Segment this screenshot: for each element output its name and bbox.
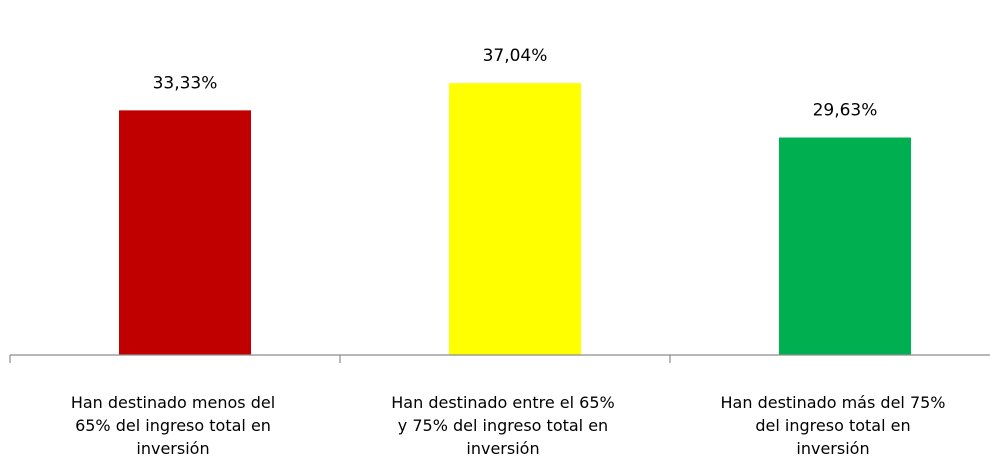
bars-group	[119, 83, 911, 355]
category-label: Han destinado más del 75%	[721, 393, 946, 412]
data-label: 33,33%	[153, 73, 218, 93]
bar	[449, 83, 581, 355]
bar	[119, 110, 251, 355]
category-label: del ingreso total en	[755, 416, 910, 435]
category-label: inversión	[466, 439, 539, 458]
bar	[779, 137, 911, 355]
category-label: Han destinado entre el 65%	[391, 393, 614, 412]
category-label: Han destinado menos del	[71, 393, 275, 412]
category-label: 65% del ingreso total en	[75, 416, 271, 435]
labels-group: 33,33% Han destinado menos del 65% del ing…	[71, 46, 946, 458]
data-label: 37,04%	[483, 46, 548, 66]
x-axis	[9, 354, 990, 363]
category-label: y 75% del ingreso total en	[398, 416, 608, 435]
category-label: inversión	[796, 439, 869, 458]
category-label: inversión	[136, 439, 209, 458]
data-label: 29,63%	[813, 101, 878, 121]
